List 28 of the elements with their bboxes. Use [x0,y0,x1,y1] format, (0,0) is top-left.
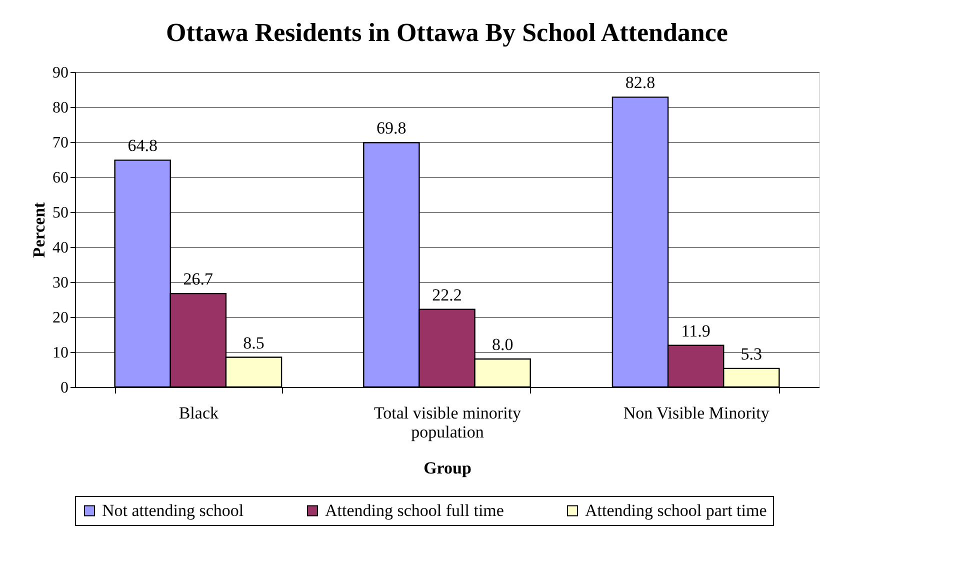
y-tick-label: 60 [52,170,68,186]
data-label: 8.0 [492,335,514,354]
data-label: 69.8 [376,118,406,138]
data-label: 82.8 [625,73,656,92]
x-tick-label: Black [178,404,219,422]
data-label: 26.7 [183,270,214,289]
y-tick-label: 50 [52,204,68,222]
y-tick-label: 0 [60,380,68,396]
x-tick-label: Non Visible Minority [623,404,770,422]
y-tick-label: 70 [52,134,68,152]
data-label: 8.5 [243,333,264,352]
legend-label: Attending school full time [325,500,504,520]
y-tick-label: 40 [52,240,68,256]
y-tick-label: 10 [52,344,68,362]
y-axis-title: Percent [30,202,48,258]
legend-label: Attending school part time [585,500,767,520]
chart-title: Ottawa Residents in Ottawa By School Attendance [166,18,728,47]
y-tick-label: 90 [52,64,68,82]
data-label: 5.3 [740,344,762,364]
data-label: 11.9 [681,321,710,340]
y-tick-label: 80 [52,100,68,116]
legend-label: Not attending school [102,500,244,520]
x-axis-title: Group [424,458,472,478]
data-label: 22.2 [432,285,462,304]
data-label: 64.8 [128,136,158,156]
y-tick-label: 20 [52,310,68,326]
y-tick-label: 30 [52,274,68,292]
x-tick-label: Total visible minority population [374,404,522,442]
